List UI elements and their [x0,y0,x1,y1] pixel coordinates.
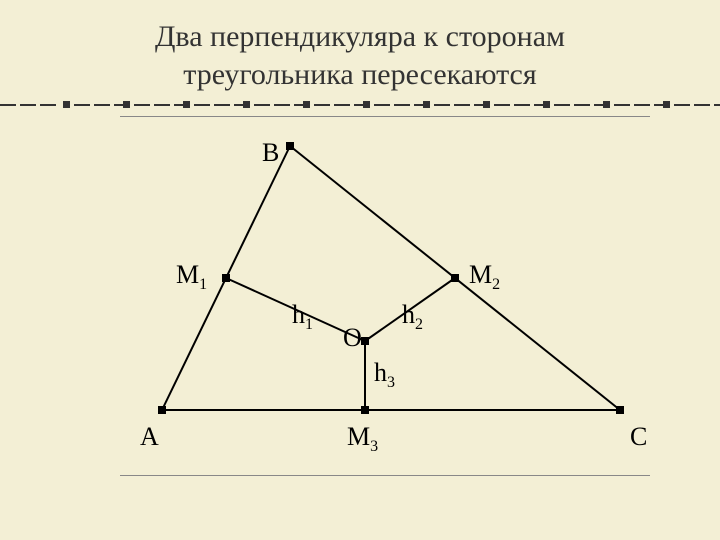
divider-bullet [363,101,370,108]
divider-dash [514,104,530,106]
divider-dash [0,104,16,106]
divider-dash [134,104,150,106]
label-h1: h1 [292,300,313,334]
divider-bullet [63,101,70,108]
divider-dash [20,104,36,106]
divider-dash [434,104,450,106]
divider-dash [154,104,170,106]
divider-dash [674,104,690,106]
label-text-O: O [343,323,362,352]
label-text-h2: h [402,300,415,329]
divider-bullet [243,101,250,108]
label-text-C: C [630,422,647,451]
divider-dash [94,104,110,106]
label-h3: h3 [374,358,395,392]
label-sub-h3: 3 [387,374,395,391]
label-text-A: A [140,422,159,451]
geometry-diagram [120,116,650,476]
divider-bullet [603,101,610,108]
point-O [361,337,369,345]
label-sub-h2: 2 [415,316,423,333]
label-text-M3: M [347,422,370,451]
label-text-M2: M [469,260,492,289]
divider-dash [40,104,56,106]
divider-dash [374,104,390,106]
divider-dash [74,104,90,106]
divider-dash [574,104,590,106]
point-M1 [222,274,230,282]
divider-dash [454,104,470,106]
label-M2: M2 [469,260,500,294]
divider-dash [634,104,650,106]
label-h2: h2 [402,300,423,334]
point-A [158,406,166,414]
divider-dash [554,104,570,106]
label-sub-M3: 3 [370,438,378,455]
decorative-divider [0,104,720,112]
divider-dash [394,104,410,106]
divider-bullet [303,101,310,108]
divider-bullet [483,101,490,108]
divider-bullet [423,101,430,108]
title-line-1: Два перпендикуляра к сторонам [0,18,720,56]
divider-dash [314,104,330,106]
label-sub-M1: 1 [199,276,207,293]
divider-dash [714,104,720,106]
label-text-M1: M [176,260,199,289]
label-O: O [343,323,362,353]
label-text-h1: h [292,300,305,329]
label-B: B [262,138,279,168]
label-C: C [630,422,647,452]
divider-dash [254,104,270,106]
slide-title: Два перпендикуляра к сторонам треугольни… [0,0,720,93]
divider-bullet [663,101,670,108]
label-M1: M1 [176,260,207,294]
divider-dash [694,104,710,106]
title-line-2: треугольника пересекаются [0,56,720,94]
label-text-B: B [262,138,279,167]
point-C [616,406,624,414]
divider-bullet [543,101,550,108]
divider-dash [614,104,630,106]
point-B [286,142,294,150]
divider-dash [494,104,510,106]
divider-dash [274,104,290,106]
label-M3: M3 [347,422,378,456]
divider-bullet [123,101,130,108]
divider-dash [214,104,230,106]
divider-bullet [183,101,190,108]
label-A: A [140,422,159,452]
divider-dash [334,104,350,106]
label-sub-M2: 2 [492,276,500,293]
label-sub-h1: 1 [305,316,313,333]
point-M2 [451,274,459,282]
divider-dash [194,104,210,106]
label-text-h3: h [374,358,387,387]
point-M3 [361,406,369,414]
